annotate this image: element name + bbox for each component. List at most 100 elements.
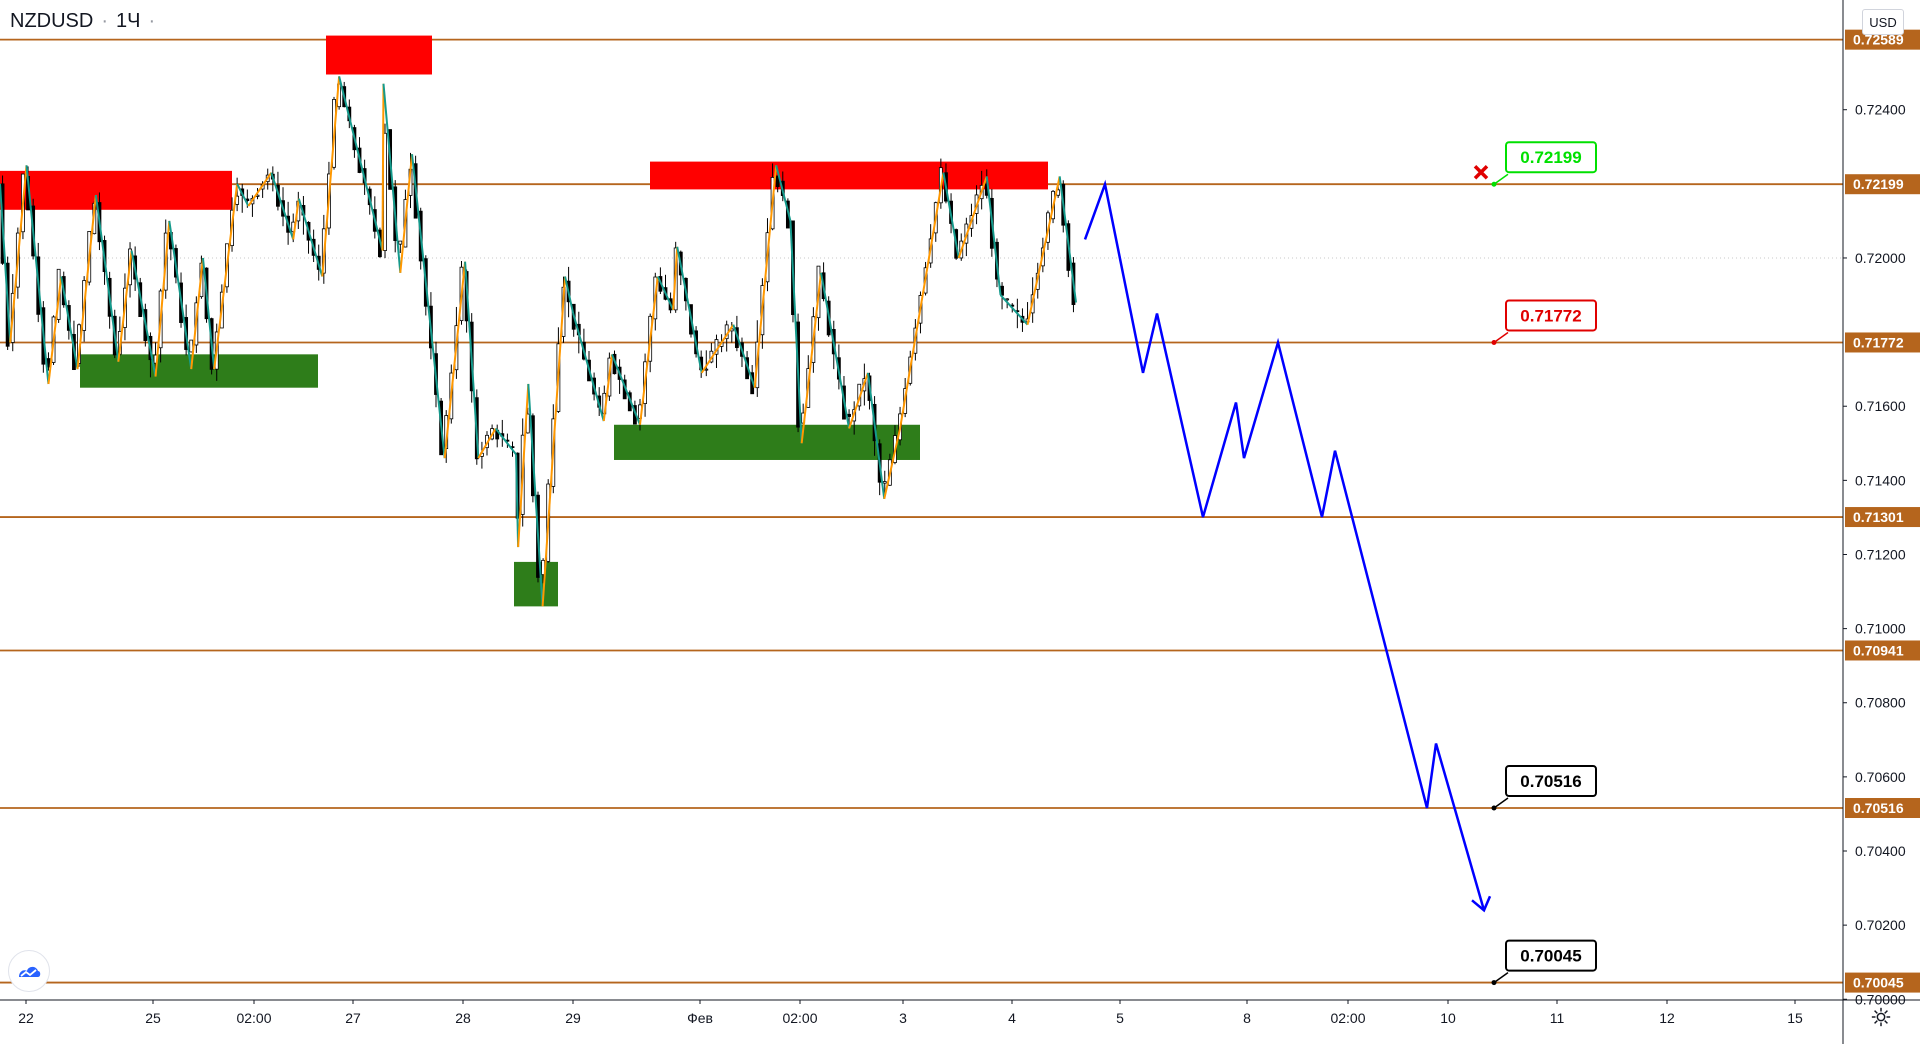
y-tick-label-6: 0.70800: [1855, 695, 1906, 711]
y-tick-label-9: 0.70200: [1855, 917, 1906, 933]
x-tick-label-0: 22: [18, 1010, 34, 1026]
support-zone-1: [80, 354, 318, 388]
resistance-zone-0: [0, 170, 232, 210]
zigzag-segment-22: [382, 83, 402, 273]
candle-body: [704, 368, 709, 371]
zigzag-segment-43: [753, 165, 778, 388]
y-tick-label-7: 0.70600: [1855, 769, 1906, 785]
zigzag-segment-37: [638, 276, 659, 425]
x-tick-label-15: 12: [1659, 1010, 1675, 1026]
zigzag-segment-35: [602, 354, 613, 422]
tradingview-logo-icon[interactable]: [8, 950, 50, 992]
candle-body: [398, 240, 403, 245]
y-tick-label-4: 0.71200: [1855, 546, 1906, 562]
currency-button[interactable]: USD: [1862, 9, 1904, 35]
level-tag-label-1: 0.72199: [1853, 176, 1904, 192]
zigzag-segment-7: [117, 250, 133, 362]
price-axis[interactable]: 0.72400 0.72000 0.71600 0.71400 0.71200 0.710…: [1842, 0, 1920, 1044]
support-zone-5: [614, 424, 920, 460]
symbol-header[interactable]: NZDUSD · 1Ч ·: [10, 10, 155, 33]
zigzag-segment-17: [292, 198, 300, 240]
zigzag-segment-18: [297, 198, 324, 277]
y-tick-label-10: 0.70000: [1855, 991, 1906, 1007]
zigzag-segment-2: [25, 165, 50, 385]
zigzag-segment-27: [477, 427, 497, 459]
zigzag-segment-39: [672, 246, 679, 310]
price-zones: [0, 35, 1048, 607]
zigzag-segment-48: [848, 372, 869, 429]
zigzag-segment-14: [236, 183, 250, 207]
zigzag-segment-38: [656, 276, 675, 311]
gear-icon[interactable]: [1870, 1006, 1892, 1034]
y-tick-label-2: 0.71600: [1855, 398, 1906, 414]
x-tick-label-10: 5: [1116, 1010, 1124, 1026]
y-tick-label-0: 0.72400: [1855, 102, 1906, 118]
target-pointer-3: [1493, 971, 1509, 984]
x-tick-label-1: 25: [145, 1010, 161, 1026]
forecast-line: [1083, 179, 1486, 911]
zigzag-segment-29: [515, 454, 520, 548]
zigzag-segment-55: [999, 294, 1029, 326]
forecast-arrowhead: [1471, 895, 1492, 913]
zigzag-segment-45: [789, 220, 803, 444]
resistance-zone-2: [326, 35, 432, 75]
forecast-path: [1083, 179, 1492, 913]
target-box-3: [1505, 939, 1597, 972]
level-tag-label-2: 0.71772: [1853, 334, 1904, 350]
level-tag-label-0: 0.72589: [1853, 32, 1904, 48]
x-tick-label-5: 29: [565, 1010, 581, 1026]
target-box-1: [1505, 299, 1597, 332]
zigzag-segment-32: [541, 276, 567, 607]
target-pointer-2: [1493, 797, 1509, 809]
y-tick-label-1: 0.72000: [1855, 250, 1906, 266]
zigzag-segment-41: [700, 324, 735, 374]
zigzag-segment-47: [820, 272, 851, 429]
y-tick-label-8: 0.70400: [1855, 843, 1906, 859]
candlesticks: [0, 81, 1076, 584]
zigzag-segment-56: [1026, 176, 1061, 325]
target-label-2: 0.70516: [1520, 772, 1581, 791]
symbol-separator: ·: [101, 10, 109, 32]
level-tag-label-4: 0.70941: [1853, 642, 1904, 658]
time-axis[interactable]: 22 25 02:00 27 28 29 Фев 02:00 3 4 5 8 02:00 10 11 12 15: [0, 999, 1920, 1026]
zigzag-segment-51: [899, 172, 945, 429]
level-tag-5: [1845, 798, 1920, 819]
zigzag-segment-50: [883, 428, 902, 500]
level-tag-4: [1845, 640, 1920, 661]
target-box-2: [1505, 765, 1597, 798]
zigzag-segment-57: [1058, 176, 1077, 303]
x-tick-label-9: 4: [1008, 1010, 1016, 1026]
cross-marker-icon: [1473, 164, 1489, 180]
zigzag-segment-20: [338, 76, 384, 251]
x-tick-label-12: 02:00: [1330, 1010, 1365, 1026]
target-label-0: 0.72199: [1520, 148, 1581, 167]
x-tick-label-8: 3: [899, 1010, 907, 1026]
zigzag-segment-46: [800, 272, 823, 444]
zigzag-segment-3: [47, 276, 63, 385]
x-tick-label-7: 02:00: [782, 1010, 817, 1026]
x-tick-label-11: 8: [1243, 1010, 1251, 1026]
y-tick-label-3: 0.71400: [1855, 472, 1906, 488]
symbol-dot: ·: [148, 10, 156, 32]
zigzag-segment-40: [676, 246, 703, 374]
cross-stroke-b: [1473, 164, 1489, 180]
zigzag-segment-9: [154, 220, 171, 377]
zigzag-segment-12: [201, 257, 216, 370]
level-tag-3: [1845, 507, 1920, 528]
candle-body: [775, 175, 780, 188]
support-zone-3: [514, 561, 558, 607]
zigzag-segment-36: [611, 353, 641, 426]
x-tick-label-14: 11: [1550, 1010, 1565, 1026]
zigzag-segment-42: [732, 324, 756, 389]
x-tick-label-2: 02:00: [236, 1010, 271, 1026]
zigzag-segment-21: [381, 83, 385, 251]
symbol-interval: 1Ч: [116, 10, 141, 32]
zigzag-segment-30: [517, 383, 530, 548]
zigzag-segment-31: [527, 383, 544, 607]
candle-body: [882, 481, 887, 484]
x-tick-label-13: 10: [1440, 1010, 1456, 1026]
zigzag-indicator: [0, 76, 1077, 607]
zigzag-segment-8: [130, 250, 157, 377]
level-tag-2: [1845, 332, 1920, 353]
